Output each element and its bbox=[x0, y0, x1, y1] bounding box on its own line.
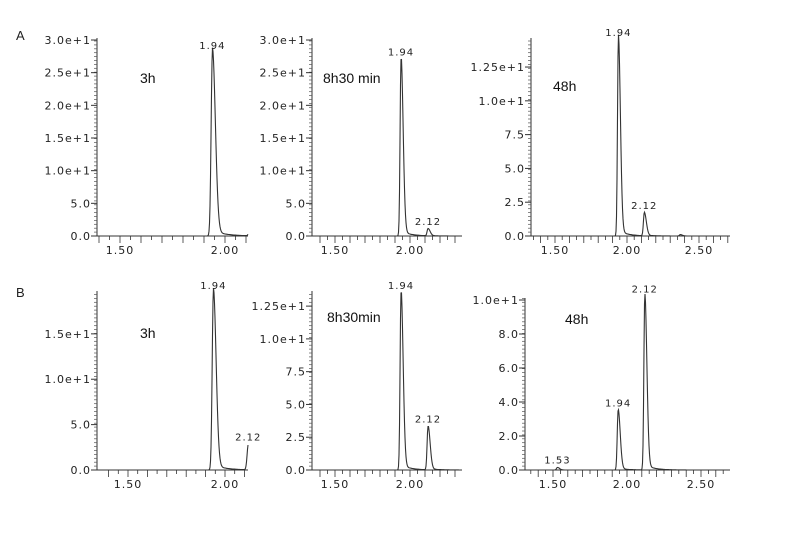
y-tick-label: 2.5 bbox=[286, 431, 307, 444]
chromatogram-trace bbox=[526, 293, 730, 471]
condition-title: 3h bbox=[140, 325, 156, 341]
panel-label-b: B bbox=[16, 285, 25, 300]
x-tick-label: 2.00 bbox=[396, 244, 425, 257]
chart-panel-A-3h: 0.0 5.0 1.0e+1 1.5e+1 2.0e+1 2.5e+1 3.0e+1 1.50… bbox=[45, 34, 249, 257]
y-tick-label: 1.25e+1 bbox=[471, 61, 525, 74]
y-tick-label: 1.5e+1 bbox=[45, 328, 91, 341]
condition-title: 48h bbox=[553, 78, 576, 94]
peak-label: 2.12 bbox=[415, 217, 441, 228]
y-tick-label: 2.5 bbox=[505, 196, 526, 209]
y-tick-label: 1.0e+1 bbox=[45, 165, 91, 178]
chart-panel-B-48h: 0.0 2.0 4.0 6.0 8.0 1.0e+1 1.50 2.00 2.50 1.53 1.9… bbox=[473, 285, 730, 491]
x-tick-label: 2.50 bbox=[687, 478, 716, 491]
y-tick-label: 5.0 bbox=[71, 197, 92, 210]
y-tick-label: 2.0e+1 bbox=[45, 99, 91, 112]
x-tick-label: 2.50 bbox=[685, 244, 714, 257]
x-tick-label: 2.00 bbox=[211, 244, 240, 257]
peak-label: 1.94 bbox=[388, 48, 414, 59]
condition-title: 3h bbox=[140, 70, 156, 86]
x-tick-label: 1.50 bbox=[106, 244, 135, 257]
y-tick-label: 1.0e+1 bbox=[473, 294, 519, 307]
y-tick-label: 3.0e+1 bbox=[260, 34, 306, 47]
panel-label-a: A bbox=[16, 28, 25, 43]
y-tick-label: 2.5e+1 bbox=[45, 67, 91, 80]
y-tick-label: 0.0 bbox=[71, 230, 92, 243]
y-tick-label: 4.0 bbox=[499, 396, 520, 409]
peak-label: 1.94 bbox=[605, 399, 631, 410]
y-tick-label: 6.0 bbox=[499, 362, 520, 375]
condition-title: 8h30min bbox=[327, 309, 381, 325]
y-tick-label: 7.5 bbox=[286, 366, 307, 379]
x-tick-label: 1.50 bbox=[321, 478, 350, 491]
chart-panel-A-8h30min: 0.0 5.0 1.0e+1 1.5e+1 2.0e+1 2.5e+1 3.0e+1 1.50… bbox=[260, 34, 462, 257]
condition-title: 8h30 min bbox=[323, 70, 381, 86]
condition-title: 48h bbox=[565, 311, 588, 327]
y-tick-label: 2.5e+1 bbox=[260, 67, 306, 80]
y-tick-label: 2.0e+1 bbox=[260, 99, 306, 112]
peak-label: 1.94 bbox=[200, 281, 226, 292]
y-tick-label: 0.0 bbox=[505, 230, 526, 243]
y-tick-label: 2.0 bbox=[499, 430, 520, 443]
chart-panel-B-8h30min: 0.0 2.5 5.0 7.5 1.0e+1 1.25e+1 1.50 2.00 1.94 2.1… bbox=[252, 281, 462, 491]
peak-label: 1.94 bbox=[605, 28, 631, 39]
peak-label: 2.12 bbox=[632, 285, 658, 296]
y-tick-label: 5.0 bbox=[505, 162, 526, 175]
chart-panel-A-48h: 0.0 2.5 5.0 7.5 1.0e+1 1.25e+1 1.50 2.00 2.50 1.9… bbox=[471, 28, 730, 257]
x-tick-label: 2.00 bbox=[613, 244, 642, 257]
y-tick-label: 1.25e+1 bbox=[252, 300, 306, 313]
chart-panel-B-3h: 0.0 5.0 1.0e+1 1.5e+1 1.50 2.00 1.94 2.12 3h bbox=[45, 281, 261, 491]
chromatogram-trace bbox=[313, 58, 462, 237]
chromatogram-trace bbox=[98, 287, 249, 471]
y-tick-label: 5.0 bbox=[286, 197, 307, 210]
peak-label: 2.12 bbox=[631, 201, 657, 212]
y-tick-label: 0.0 bbox=[71, 464, 92, 477]
x-tick-label: 1.50 bbox=[114, 478, 143, 491]
x-tick-label: 2.00 bbox=[396, 478, 425, 491]
peak-label: 1.53 bbox=[544, 455, 570, 466]
y-tick-label: 3.0e+1 bbox=[45, 34, 91, 47]
x-tick-label: 2.00 bbox=[211, 478, 240, 491]
y-tick-label: 5.0 bbox=[286, 398, 307, 411]
x-tick-label: 1.50 bbox=[321, 244, 350, 257]
y-tick-label: 1.0e+1 bbox=[260, 165, 306, 178]
y-tick-label: 0.0 bbox=[286, 230, 307, 243]
x-tick-label: 1.50 bbox=[539, 478, 568, 491]
chromatogram-trace bbox=[313, 292, 462, 471]
y-tick-label: 0.0 bbox=[499, 464, 520, 477]
y-tick-label: 7.5 bbox=[505, 129, 526, 142]
y-tick-label: 1.5e+1 bbox=[260, 132, 306, 145]
y-tick-label: 1.5e+1 bbox=[45, 132, 91, 145]
y-tick-label: 8.0 bbox=[499, 328, 520, 341]
peak-label: 2.12 bbox=[235, 433, 261, 444]
y-tick-label: 1.0e+1 bbox=[260, 333, 306, 346]
y-tick-label: 1.0e+1 bbox=[479, 95, 525, 108]
peak-label: 1.94 bbox=[199, 41, 225, 52]
peak-label: 1.94 bbox=[388, 281, 414, 292]
chromatogram-trace bbox=[532, 34, 730, 237]
x-tick-label: 2.00 bbox=[613, 478, 642, 491]
y-tick-label: 1.0e+1 bbox=[45, 373, 91, 386]
x-tick-label: 1.50 bbox=[541, 244, 570, 257]
chromatogram-trace bbox=[98, 47, 249, 237]
peak-label: 2.12 bbox=[415, 415, 441, 426]
y-tick-label: 0.0 bbox=[286, 464, 307, 477]
y-tick-label: 5.0 bbox=[71, 419, 92, 432]
